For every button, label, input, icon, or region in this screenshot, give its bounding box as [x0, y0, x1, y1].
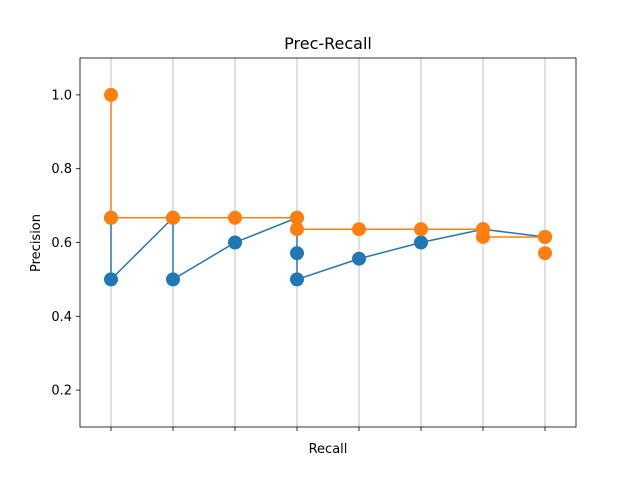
series-2-point-1: [104, 87, 118, 102]
series-2-point-6: [290, 222, 304, 237]
y-tick-label-3: 0.6: [51, 236, 72, 251]
series-1-point-4: [166, 272, 180, 287]
series-2-point-10: [476, 229, 490, 244]
y-tick-label-4: 0.8: [51, 162, 72, 177]
series-1-point-7: [290, 246, 304, 261]
series-2-point-12: [538, 229, 552, 244]
ticks: 0.2 0.4 0.6 0.8 1.0: [51, 88, 546, 431]
x-axis-label: Recall: [309, 442, 348, 457]
series-2-point-7: [352, 222, 366, 237]
series-1-point-2: [104, 272, 118, 287]
series-1-point-8: [290, 272, 304, 287]
series-1-point-9: [352, 251, 366, 266]
series-1-point-5: [228, 235, 242, 250]
series-2-point-5: [290, 210, 304, 225]
series-2-point-2: [104, 210, 118, 225]
y-tick-label-1: 0.2: [51, 384, 72, 399]
series-2-point-3: [166, 210, 180, 225]
y-axis-label: Precision: [29, 214, 44, 272]
chart-title: Prec-Recall: [284, 34, 372, 53]
series-2-point-8: [414, 222, 428, 237]
series-2-extra-point-1: [538, 246, 552, 261]
y-tick-label-2: 0.4: [51, 310, 72, 325]
series-2-point-4: [228, 210, 242, 225]
y-tick-label-5: 1.0: [51, 88, 72, 103]
series-1-point-10: [414, 235, 428, 250]
series-layer: [104, 87, 552, 287]
